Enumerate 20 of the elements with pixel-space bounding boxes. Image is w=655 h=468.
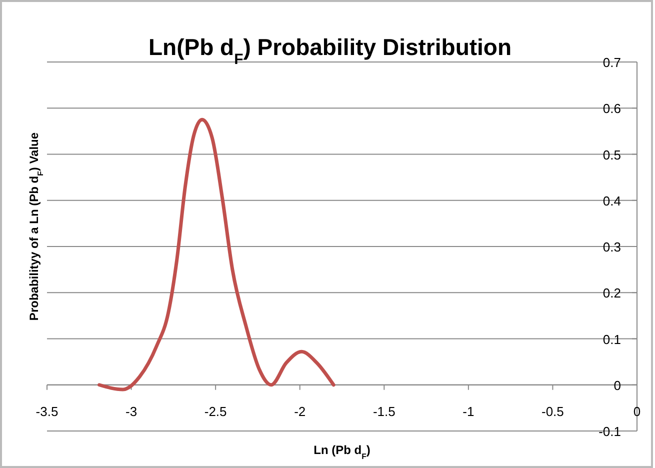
- x-axis-title: Ln (Pb d$_{F}$): [314, 443, 370, 460]
- chart-title: Ln(Pb d$_{F}$) Probability Distribution: [148, 34, 512, 68]
- x-tick-label: -0.5: [542, 404, 564, 419]
- x-tick-label: -1.5: [372, 404, 396, 419]
- y-tick-label: 0: [614, 378, 621, 393]
- y-tick-label: 0.1: [602, 332, 621, 347]
- y-tick-label: 0.5: [602, 147, 621, 162]
- y-tick-label: 0.2: [602, 286, 621, 301]
- x-tick-label: -1: [462, 404, 474, 419]
- x-tick-label: -2.5: [204, 404, 227, 419]
- y-tick-label: 0.7: [602, 55, 621, 70]
- y-tick-label: -0.1: [598, 424, 621, 439]
- y-tick-label: 0.4: [602, 193, 621, 208]
- x-tick-label: -3: [126, 404, 138, 419]
- x-tick-label: -2: [294, 404, 306, 419]
- y-tick-label: 0.6: [602, 101, 621, 116]
- x-tick-label: 0: [633, 404, 641, 419]
- y-tick-label: 0.3: [602, 240, 621, 254]
- line-series: [98, 118, 336, 392]
- x-tick-label: -3.5: [36, 404, 58, 419]
